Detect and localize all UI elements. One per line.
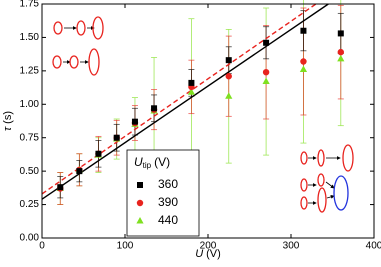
inset-top-left bbox=[52, 16, 104, 76]
y-tick-label: 0.00 bbox=[20, 233, 40, 244]
inset-bottom-right bbox=[300, 144, 354, 213]
marker bbox=[225, 92, 233, 99]
marker bbox=[262, 77, 270, 85]
marker bbox=[300, 27, 307, 34]
legend-label: 360 bbox=[158, 177, 178, 191]
x-tick-label: 0 bbox=[39, 241, 45, 252]
y-axis-label: τ (s) bbox=[2, 111, 14, 131]
legend-title-symbol: U bbox=[134, 155, 143, 169]
axes-frame bbox=[41, 3, 375, 239]
marker bbox=[137, 182, 143, 188]
marker bbox=[299, 65, 308, 73]
y-tick-label: 0.75 bbox=[20, 132, 40, 143]
x-tick-label: 400 bbox=[366, 241, 381, 252]
x-axis-label: U (V) bbox=[195, 248, 221, 260]
legend-title-subscript: tip bbox=[143, 161, 152, 170]
marker bbox=[76, 168, 83, 175]
marker bbox=[337, 54, 345, 62]
x-label-symbol: U bbox=[195, 248, 203, 260]
y-tick-label: 1.00 bbox=[20, 99, 40, 110]
marker bbox=[136, 217, 144, 224]
y-tick-label: 0.25 bbox=[20, 199, 40, 210]
marker bbox=[262, 68, 270, 76]
marker bbox=[136, 199, 144, 207]
legend-title-unit: (V) bbox=[154, 155, 170, 169]
marker bbox=[113, 134, 120, 141]
legend-label: 440 bbox=[158, 213, 178, 227]
x-tick-label: 300 bbox=[283, 241, 300, 252]
marker bbox=[337, 30, 344, 37]
marker bbox=[95, 150, 102, 157]
marker bbox=[151, 105, 158, 112]
y-tick-label: 1.75 bbox=[20, 0, 40, 10]
marker bbox=[131, 118, 138, 125]
fit-line bbox=[41, 3, 329, 200]
marker bbox=[187, 88, 195, 95]
x-tick-label: 100 bbox=[117, 241, 134, 252]
marker bbox=[263, 39, 270, 46]
y-label-symbol: τ bbox=[2, 126, 14, 131]
x-tick-label: 200 bbox=[200, 241, 217, 252]
plot-area bbox=[41, 0, 345, 205]
y-tick-label: 1.25 bbox=[20, 65, 40, 76]
y-tick-label: 0.50 bbox=[20, 166, 40, 177]
marker bbox=[57, 184, 64, 191]
marker bbox=[300, 58, 307, 65]
legend-label: 390 bbox=[158, 195, 178, 209]
marker bbox=[225, 57, 232, 64]
marker bbox=[337, 48, 344, 56]
y-label-unit: (s) bbox=[2, 111, 14, 124]
marker bbox=[188, 79, 195, 86]
legend: Utip (V) 360 390 440 bbox=[126, 149, 200, 237]
y-tick-label: 1.50 bbox=[20, 32, 40, 43]
legend-title: Utip (V) bbox=[134, 155, 170, 170]
marker bbox=[225, 73, 232, 80]
x-label-unit: (V) bbox=[206, 248, 221, 260]
